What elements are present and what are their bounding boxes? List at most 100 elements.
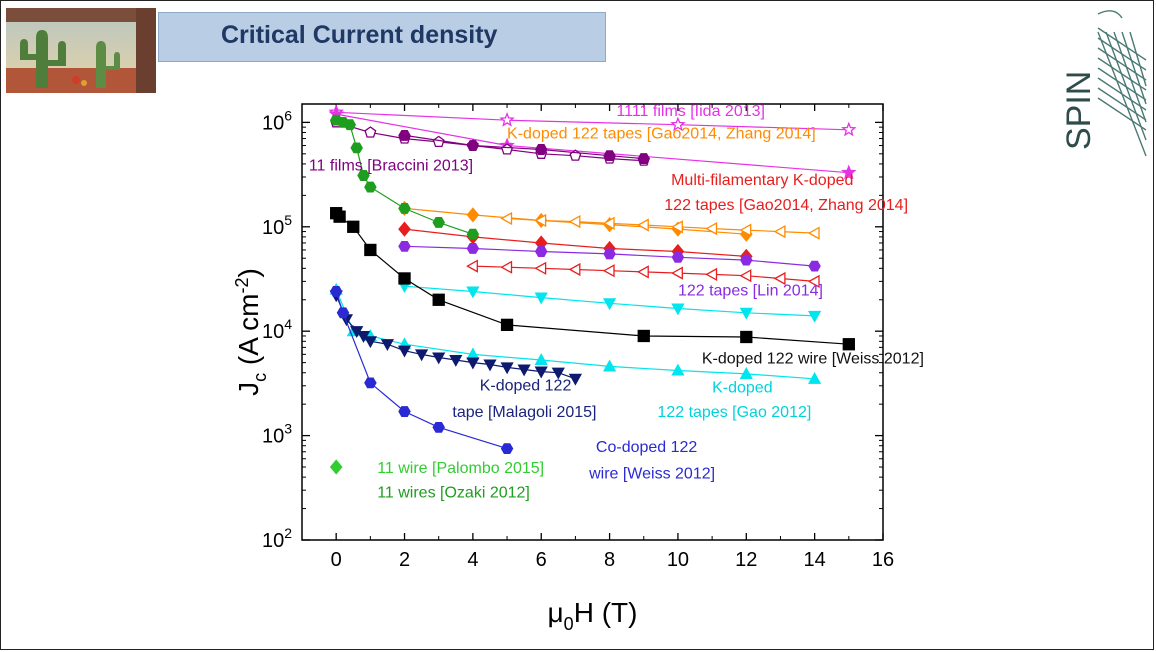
data-point <box>466 228 480 240</box>
data-point <box>499 112 515 127</box>
data-point <box>740 254 753 266</box>
data-point <box>671 363 685 376</box>
data-point <box>637 153 651 165</box>
data-point <box>364 377 377 389</box>
data-point <box>568 214 581 229</box>
data-point <box>807 226 820 240</box>
data-point <box>534 144 548 155</box>
annotation-label: 11 wire [Palombo 2015] <box>377 460 544 477</box>
slide-title-bar: Critical Current density <box>158 12 606 62</box>
y-tick-label: 102 <box>262 525 292 552</box>
data-point <box>329 286 343 297</box>
data-point <box>636 265 649 279</box>
data-point <box>466 140 480 151</box>
data-point <box>364 181 377 193</box>
annotation-label: Co-doped 122 <box>596 439 698 456</box>
data-point <box>568 373 583 386</box>
data-point <box>705 267 718 282</box>
series-line <box>507 217 815 234</box>
data-point <box>500 211 513 226</box>
data-point <box>739 307 753 320</box>
data-point <box>636 218 649 232</box>
data-point <box>466 286 480 299</box>
series-6 <box>398 221 753 265</box>
data-point <box>670 116 686 132</box>
series-15 <box>329 459 343 475</box>
data-point <box>336 307 350 319</box>
data-point <box>398 272 411 285</box>
data-point <box>357 170 370 181</box>
series-line <box>335 212 849 345</box>
data-point <box>347 220 360 233</box>
y-tick-label: 106 <box>262 107 292 134</box>
data-layer <box>328 104 857 475</box>
data-point <box>466 243 480 254</box>
data-point <box>807 310 822 323</box>
data-point <box>671 266 683 280</box>
x-tick-label: 8 <box>604 549 615 571</box>
spin-logo-icon <box>1097 10 1147 157</box>
x-tick-label: 16 <box>872 549 894 571</box>
data-point <box>739 269 752 283</box>
data-point <box>466 357 480 370</box>
data-point <box>773 271 786 286</box>
data-point <box>808 260 821 272</box>
data-point <box>551 367 565 380</box>
data-point <box>329 459 343 475</box>
data-point <box>739 223 752 237</box>
data-point <box>534 353 548 366</box>
data-point <box>380 339 395 352</box>
data-point <box>842 338 855 351</box>
data-point <box>364 243 377 257</box>
annotation-label: 1111 films [Iida 2013] <box>616 103 765 120</box>
y-axis-label: Jc (A cm-2) <box>232 268 270 396</box>
data-point <box>398 130 411 141</box>
data-point <box>671 251 685 263</box>
series-8 <box>398 240 821 272</box>
data-point <box>807 371 822 384</box>
series-5 <box>500 211 820 240</box>
data-point <box>773 224 786 239</box>
annotation-label: K-doped 122 <box>480 378 572 395</box>
data-point <box>500 362 514 375</box>
data-point <box>363 336 378 349</box>
y-tick-label: 104 <box>262 316 292 343</box>
series-14 <box>329 114 480 240</box>
spin-logo-text: SPIN <box>1060 71 1098 150</box>
data-point <box>671 220 683 234</box>
conference-logo <box>6 8 156 93</box>
y-tick-label: 103 <box>262 421 292 448</box>
data-point <box>466 207 480 223</box>
data-point <box>500 318 514 332</box>
data-point <box>350 142 363 154</box>
y-tick-label: 105 <box>262 212 292 239</box>
data-point <box>603 248 616 260</box>
annotation-label: K-doped 122 wire [Weiss 2012] <box>702 351 924 368</box>
plot-frame <box>301 103 884 541</box>
annotation-label: wire [Weiss 2012] <box>588 465 715 482</box>
data-point <box>534 292 548 305</box>
data-point <box>671 303 685 316</box>
data-point <box>466 259 478 273</box>
series-7 <box>466 259 820 289</box>
x-tick-label: 14 <box>804 549 826 571</box>
x-tick-label: 6 <box>536 549 547 571</box>
data-point <box>841 121 857 137</box>
data-point <box>534 261 547 275</box>
x-axis-label: μ0H (T) <box>548 597 638 634</box>
data-point <box>397 345 412 358</box>
series-13 <box>329 286 514 455</box>
data-point <box>705 221 718 236</box>
data-point <box>739 367 753 379</box>
series-3 <box>398 130 651 165</box>
data-point <box>500 260 513 274</box>
annotation-label: 122 tapes [Lin 2014] <box>678 282 823 299</box>
data-point <box>602 264 615 278</box>
data-point <box>398 406 411 417</box>
series-line <box>336 111 849 131</box>
data-point <box>637 329 650 343</box>
data-point <box>517 364 531 377</box>
data-point <box>432 421 445 433</box>
